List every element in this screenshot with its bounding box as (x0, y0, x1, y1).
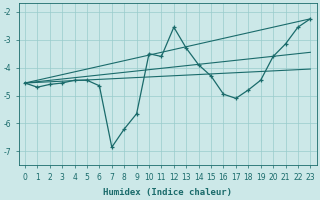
X-axis label: Humidex (Indice chaleur): Humidex (Indice chaleur) (103, 188, 232, 197)
